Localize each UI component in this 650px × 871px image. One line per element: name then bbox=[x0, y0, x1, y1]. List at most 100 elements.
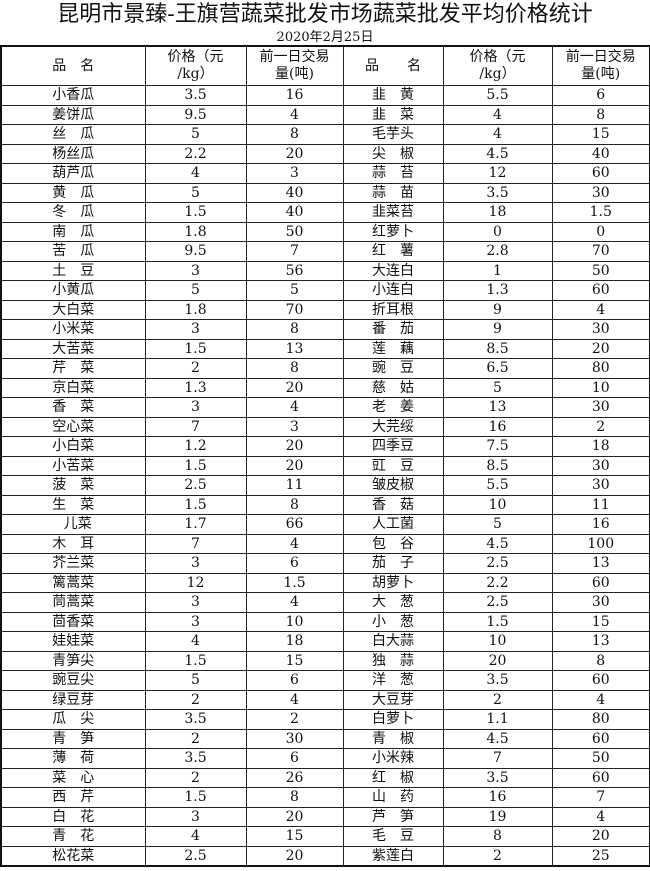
item-volume: 30 bbox=[551, 319, 650, 340]
item-name: 瓜 尖 bbox=[0, 709, 146, 730]
item-volume: 20 bbox=[245, 143, 344, 164]
item-name: 小米菜 bbox=[0, 319, 146, 340]
item-volume: 3 bbox=[245, 163, 344, 184]
table-row: 葫芦瓜 4 3 蒜 苔 12 60 bbox=[0, 163, 650, 184]
item-volume: 30 bbox=[551, 182, 650, 203]
item-price: 4.5 bbox=[442, 533, 553, 554]
item-price: 5 bbox=[144, 670, 247, 691]
item-name: 豇 豆 bbox=[342, 455, 444, 476]
item-name: 杨丝瓜 bbox=[0, 143, 146, 164]
item-price: 7.5 bbox=[442, 436, 553, 457]
table-row: 南 瓜 1.8 50 红萝卜 0 0 bbox=[0, 221, 650, 242]
item-name: 小连白 bbox=[342, 280, 444, 301]
item-name: 小米辣 bbox=[342, 748, 444, 769]
item-name: 冬 瓜 bbox=[0, 202, 146, 223]
item-volume: 20 bbox=[245, 455, 344, 476]
item-volume: 7 bbox=[551, 787, 650, 808]
header-price: 价格（元 /kg） bbox=[442, 45, 553, 86]
item-name: 白大蒜 bbox=[342, 631, 444, 652]
table-row: 小黄瓜 5 5 小连白 1.3 60 bbox=[0, 280, 650, 301]
item-price: 16 bbox=[442, 416, 553, 437]
table-row: 青 花 4 15 毛 豆 8 20 bbox=[0, 826, 650, 847]
item-name: 老 姜 bbox=[342, 397, 444, 418]
item-name: 红 薯 bbox=[342, 241, 444, 262]
item-price: 3.5 bbox=[442, 182, 553, 203]
item-name: 丝 瓜 bbox=[0, 124, 146, 145]
item-name: 小黄瓜 bbox=[0, 280, 146, 301]
item-volume: 4 bbox=[245, 592, 344, 613]
item-volume: 4 bbox=[245, 533, 344, 554]
item-volume: 80 bbox=[551, 709, 650, 730]
item-name: 韭 菜 bbox=[342, 104, 444, 125]
item-volume: 30 bbox=[551, 475, 650, 496]
table-row: 京白菜 1.3 20 慈 姑 5 10 bbox=[0, 377, 650, 398]
item-price: 2.5 bbox=[144, 475, 247, 496]
item-volume: 16 bbox=[551, 514, 650, 535]
item-volume: 20 bbox=[245, 377, 344, 398]
item-price: 3.5 bbox=[144, 748, 247, 769]
item-volume: 30 bbox=[245, 728, 344, 749]
item-volume: 6 bbox=[245, 553, 344, 574]
item-name: 土 豆 bbox=[0, 260, 146, 281]
item-name: 山 药 bbox=[342, 787, 444, 808]
item-price: 1.8 bbox=[144, 299, 247, 320]
item-price: 5 bbox=[442, 377, 553, 398]
item-volume: 70 bbox=[245, 299, 344, 320]
item-volume: 13 bbox=[551, 631, 650, 652]
item-name: 茴香菜 bbox=[0, 611, 146, 632]
item-price: 7 bbox=[144, 416, 247, 437]
item-price: 5 bbox=[442, 514, 553, 535]
item-price: 10 bbox=[442, 631, 553, 652]
table-row: 茼蒿菜 3 4 大 葱 2.5 30 bbox=[0, 592, 650, 613]
item-volume: 8 bbox=[551, 650, 650, 671]
table-row: 茴香菜 3 10 小 葱 1.5 15 bbox=[0, 611, 650, 632]
table-row: 土 豆 3 56 大连白 1 50 bbox=[0, 260, 650, 281]
item-name: 韭菜苔 bbox=[342, 202, 444, 223]
item-price: 1.5 bbox=[144, 787, 247, 808]
item-price: 3 bbox=[144, 553, 247, 574]
item-price: 9.5 bbox=[144, 241, 247, 262]
item-volume: 4 bbox=[551, 806, 650, 827]
item-price: 2.5 bbox=[442, 553, 553, 574]
item-price: 5 bbox=[144, 124, 247, 145]
item-volume: 25 bbox=[551, 845, 650, 867]
item-volume: 8 bbox=[245, 494, 344, 515]
item-price: 3 bbox=[144, 611, 247, 632]
item-name: 蒜 苗 bbox=[342, 182, 444, 203]
item-volume: 11 bbox=[551, 494, 650, 515]
item-volume: 60 bbox=[551, 767, 650, 788]
item-price: 2 bbox=[144, 358, 247, 379]
item-price: 9 bbox=[442, 319, 553, 340]
item-volume: 13 bbox=[245, 338, 344, 359]
item-volume: 20 bbox=[551, 338, 650, 359]
item-price: 3.5 bbox=[144, 709, 247, 730]
item-price: 8 bbox=[442, 826, 553, 847]
header-name: 品 名 bbox=[0, 45, 146, 86]
item-name: 青笋尖 bbox=[0, 650, 146, 671]
item-name: 紫莲白 bbox=[342, 845, 444, 867]
item-volume: 20 bbox=[551, 826, 650, 847]
item-name: 茄 子 bbox=[342, 553, 444, 574]
table-row: 空心菜 7 3 大芫绥 16 2 bbox=[0, 416, 650, 437]
item-volume: 18 bbox=[245, 631, 344, 652]
item-price: 1 bbox=[442, 260, 553, 281]
item-price: 2.2 bbox=[144, 143, 247, 164]
item-name: 豌豆尖 bbox=[0, 670, 146, 691]
item-price: 3 bbox=[144, 592, 247, 613]
item-volume: 26 bbox=[245, 767, 344, 788]
item-price: 4 bbox=[442, 104, 553, 125]
item-price: 9 bbox=[442, 299, 553, 320]
item-volume: 10 bbox=[551, 377, 650, 398]
item-price: 2 bbox=[442, 845, 553, 867]
item-volume: 56 bbox=[245, 260, 344, 281]
table-row: 瓜 尖 3.5 2 白萝卜 1.1 80 bbox=[0, 709, 650, 730]
item-price: 3.5 bbox=[442, 767, 553, 788]
item-name: 芹 菜 bbox=[0, 358, 146, 379]
item-name: 小 葱 bbox=[342, 611, 444, 632]
item-price: 1.8 bbox=[144, 221, 247, 242]
item-name: 芦 笋 bbox=[342, 806, 444, 827]
item-name: 豌 豆 bbox=[342, 358, 444, 379]
item-price: 5 bbox=[144, 182, 247, 203]
item-price: 2 bbox=[144, 767, 247, 788]
item-price: 4.5 bbox=[442, 728, 553, 749]
